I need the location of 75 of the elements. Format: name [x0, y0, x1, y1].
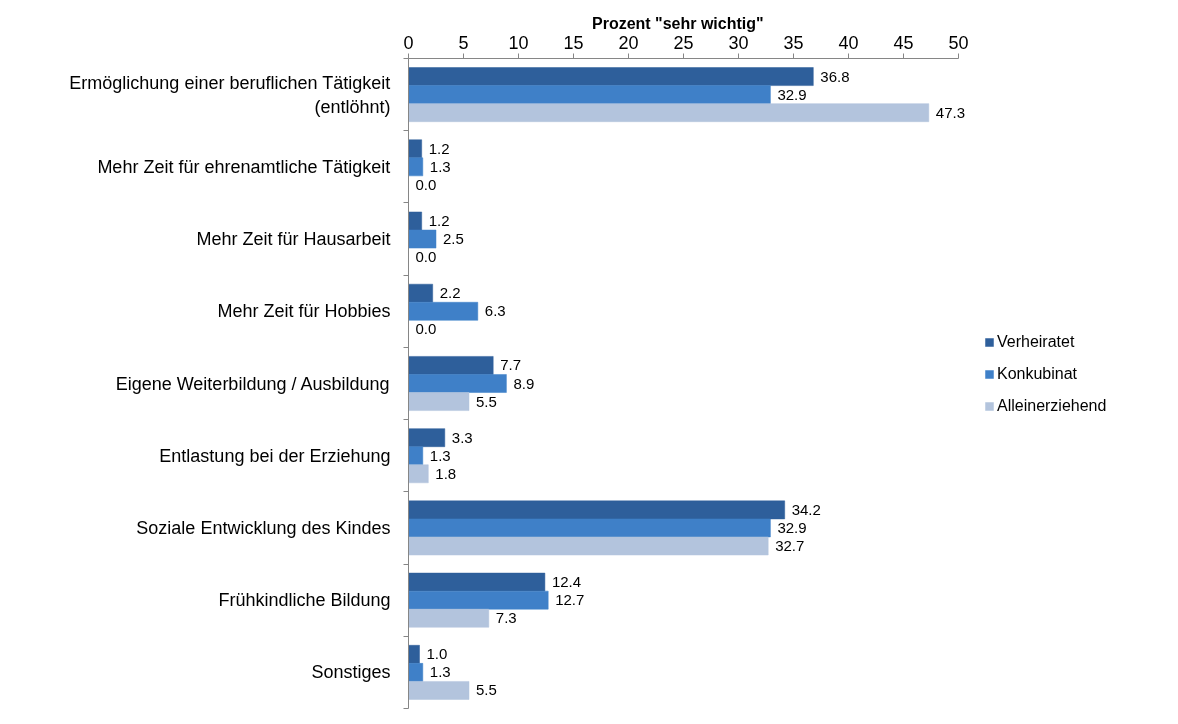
- data-label: 6.3: [484, 302, 506, 320]
- data-label: 34.2: [791, 500, 821, 518]
- y-tick-label: Entlastung bei der Erziehung: [159, 445, 391, 466]
- bar: [408, 157, 424, 177]
- data-label: 2.5: [443, 230, 464, 248]
- x-tick-label: 25: [673, 32, 694, 53]
- data-label: 3.3: [451, 428, 473, 446]
- y-tick-label: Eigene Weiterbildung / Ausbildung: [115, 373, 390, 394]
- bar: [408, 392, 470, 411]
- bar: [408, 464, 429, 484]
- bar: [408, 681, 470, 700]
- bar: [408, 211, 422, 231]
- bar: [408, 356, 494, 375]
- y-tick-label: Mehr Zeit für Hobbies: [217, 301, 391, 322]
- data-label: 0.0: [415, 248, 437, 266]
- x-tick-label: 5: [458, 32, 469, 53]
- data-label: 5.5: [476, 392, 497, 410]
- x-axis-title: Prozent "sehr wichtig": [591, 14, 764, 32]
- legend-label: Verheiratet: [997, 333, 1075, 351]
- bar: [408, 572, 546, 592]
- bar: [408, 85, 771, 104]
- data-label: 32.9: [777, 85, 807, 103]
- data-label: 32.9: [777, 518, 807, 536]
- y-tick-label: Ermöglichung einer beruflichen Tätigkeit (entlöhnt): [69, 72, 391, 117]
- data-label: 1.0: [426, 645, 448, 663]
- bar: [408, 428, 446, 447]
- x-tick-label: 35: [783, 32, 804, 53]
- bar: [408, 67, 814, 86]
- data-label: 8.9: [513, 374, 535, 392]
- x-tick-label: 50: [948, 32, 969, 53]
- x-tick-label: 0: [403, 32, 414, 53]
- data-label: 0.0: [415, 320, 437, 338]
- bar: [408, 590, 549, 610]
- bar: [408, 645, 420, 664]
- data-label: 1.3: [429, 663, 451, 681]
- x-tick-label: 40: [838, 32, 859, 53]
- data-label: 7.7: [500, 356, 522, 374]
- bar: [408, 374, 507, 393]
- bar: [408, 302, 479, 321]
- data-label: 32.7: [775, 537, 805, 554]
- y-tick-label: Frühkindliche Bildung: [218, 590, 391, 611]
- y-tick-label: Sonstiges: [311, 662, 391, 683]
- data-label: 1.2: [428, 212, 450, 229]
- data-label: 7.3: [495, 609, 517, 627]
- bar: [408, 663, 424, 682]
- bar: [408, 536, 769, 556]
- data-label: 1.3: [429, 446, 451, 464]
- data-label: 12.4: [551, 573, 582, 591]
- legend-label: Konkubinat: [997, 365, 1078, 383]
- y-tick-label: Mehr Zeit für ehrenamtliche Tätigkeit: [97, 156, 391, 177]
- x-tick-label: 15: [563, 32, 584, 53]
- x-tick-label: 30: [728, 32, 749, 53]
- bar: [408, 229, 437, 249]
- bar: [408, 446, 424, 465]
- x-tick-label: 20: [618, 32, 639, 53]
- data-label: 1.2: [428, 139, 450, 157]
- data-label: 0.0: [415, 175, 437, 193]
- x-tick-label: 45: [893, 32, 914, 53]
- y-tick-label: Mehr Zeit für Hausarbeit: [196, 229, 391, 250]
- x-tick-label: 10: [508, 32, 529, 53]
- data-label: 5.5: [476, 681, 497, 699]
- bar: [408, 103, 930, 122]
- bar: [408, 608, 490, 628]
- bar: [408, 518, 771, 538]
- data-label: 36.8: [820, 67, 850, 85]
- bar: [408, 139, 422, 159]
- data-label: 47.3: [935, 103, 965, 121]
- data-label: 1.8: [435, 464, 457, 482]
- data-label: 12.7: [555, 591, 585, 609]
- y-tick-label: Soziale Entwicklung des Kindes: [136, 517, 391, 538]
- data-label: 2.2: [439, 284, 461, 302]
- bar: [408, 500, 785, 520]
- legend-label: Alleinerziehend: [997, 397, 1107, 415]
- bar: [408, 283, 433, 303]
- data-label: 1.3: [429, 157, 451, 175]
